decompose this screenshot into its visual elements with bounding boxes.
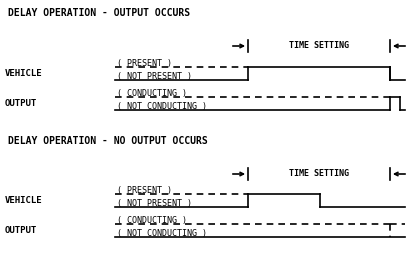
Text: ( PRESENT ): ( PRESENT ): [117, 59, 171, 68]
Text: OUTPUT: OUTPUT: [5, 226, 37, 235]
Text: ( NOT CONDUCTING ): ( NOT CONDUCTING ): [117, 102, 206, 111]
Text: TIME SETTING: TIME SETTING: [288, 41, 348, 51]
Text: ( CONDUCTING ): ( CONDUCTING ): [117, 89, 187, 98]
Text: OUTPUT: OUTPUT: [5, 99, 37, 108]
Text: ( NOT CONDUCTING ): ( NOT CONDUCTING ): [117, 229, 206, 238]
Text: VEHICLE: VEHICLE: [5, 196, 43, 205]
Text: ( NOT PRESENT ): ( NOT PRESENT ): [117, 199, 192, 208]
Text: ( PRESENT ): ( PRESENT ): [117, 186, 171, 195]
Text: DELAY OPERATION - OUTPUT OCCURS: DELAY OPERATION - OUTPUT OCCURS: [8, 8, 190, 18]
Text: TIME SETTING: TIME SETTING: [288, 169, 348, 178]
Text: VEHICLE: VEHICLE: [5, 69, 43, 78]
Text: ( NOT PRESENT ): ( NOT PRESENT ): [117, 72, 192, 81]
Text: ( CONDUCTING ): ( CONDUCTING ): [117, 216, 187, 225]
Text: DELAY OPERATION - NO OUTPUT OCCURS: DELAY OPERATION - NO OUTPUT OCCURS: [8, 136, 207, 146]
